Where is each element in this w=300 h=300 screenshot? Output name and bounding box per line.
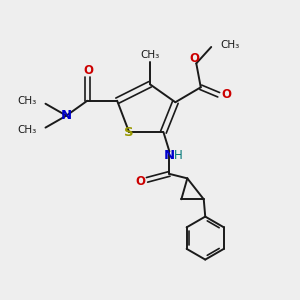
Text: CH₃: CH₃ bbox=[220, 40, 239, 50]
Text: CH₃: CH₃ bbox=[18, 96, 37, 106]
Text: N: N bbox=[163, 148, 174, 162]
Text: CH₃: CH₃ bbox=[18, 125, 37, 135]
Text: CH₃: CH₃ bbox=[140, 50, 160, 60]
Text: O: O bbox=[135, 175, 146, 188]
Text: S: S bbox=[124, 126, 133, 139]
Text: O: O bbox=[189, 52, 199, 64]
Text: O: O bbox=[221, 88, 231, 101]
Text: N: N bbox=[61, 109, 72, 122]
Text: O: O bbox=[83, 64, 93, 77]
Text: H: H bbox=[174, 148, 183, 162]
